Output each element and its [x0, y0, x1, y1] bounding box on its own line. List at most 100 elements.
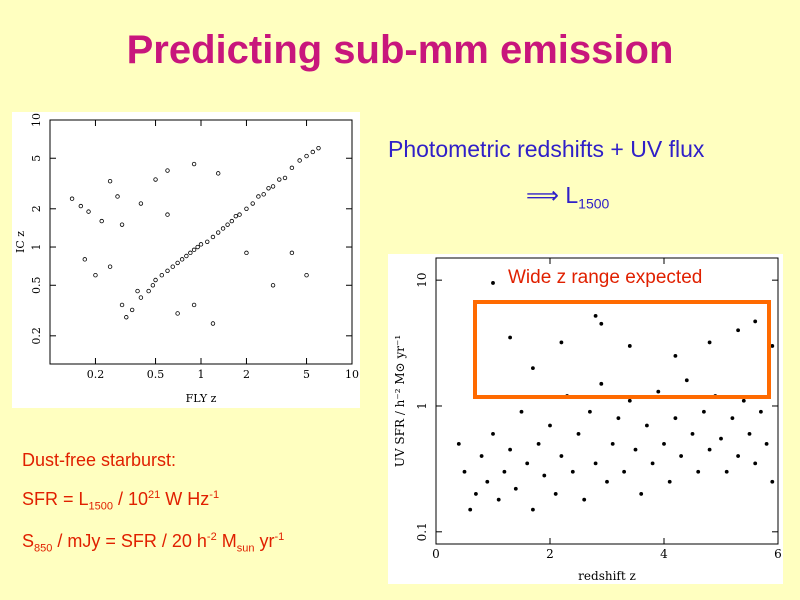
data-point	[304, 153, 309, 159]
x-tick-label: 0.2	[87, 368, 105, 381]
data-point	[179, 257, 185, 262]
data-point	[536, 441, 541, 446]
data-point	[210, 321, 216, 326]
data-point	[496, 497, 501, 502]
data-point	[479, 454, 484, 458]
x-tick-label: 5	[303, 368, 310, 381]
wide-z-range-label: Wide z range expected	[508, 267, 703, 288]
data-point	[673, 416, 678, 421]
data-point	[531, 366, 535, 371]
data-point	[491, 281, 495, 285]
data-point	[456, 441, 461, 446]
plot1-svg: 0.2 0.5 1 2 5 10 0.2 0.5 1 2 5 10 FLY z IC z	[14, 113, 359, 405]
data-point	[82, 257, 87, 262]
data-point	[69, 196, 75, 201]
data-point	[747, 431, 752, 436]
data-point	[198, 242, 204, 247]
data-point	[250, 201, 255, 206]
x-tick-label: 1	[198, 368, 205, 381]
data-point	[119, 222, 125, 227]
data-point	[650, 461, 655, 466]
data-point	[759, 409, 763, 414]
data-point	[195, 244, 200, 250]
dust-free-heading: Dust-free starburst:	[22, 450, 177, 470]
data-point	[225, 222, 230, 227]
data-point	[468, 507, 473, 512]
data-point	[645, 423, 649, 428]
x-tick-label: 10	[345, 368, 359, 381]
data-point	[462, 469, 467, 474]
x-tick-label: 4	[660, 547, 668, 561]
l-subscript: 1500	[578, 195, 610, 212]
data-point	[753, 461, 758, 466]
data-point	[191, 161, 197, 167]
data-point	[684, 378, 689, 383]
data-point	[216, 230, 221, 235]
data-point	[605, 479, 609, 484]
data-point	[599, 381, 604, 386]
data-point	[153, 177, 158, 182]
y-tick-label: 0.5	[30, 277, 43, 295]
data-point	[124, 315, 129, 320]
data-point	[673, 354, 678, 358]
data-point	[78, 203, 84, 209]
data-point	[576, 431, 581, 436]
implies-arrow: ⟹	[526, 182, 559, 208]
eq2-sup1: -2	[206, 531, 217, 543]
data-point	[719, 436, 723, 441]
data-point	[115, 194, 120, 199]
eq2-part-d: yr	[254, 531, 275, 551]
data-point	[616, 416, 621, 421]
data-point	[542, 473, 547, 478]
data-point	[188, 250, 193, 256]
data-point	[153, 277, 158, 283]
data-point	[170, 264, 175, 269]
data-point	[662, 441, 666, 446]
plot-frame	[49, 119, 353, 365]
data-point	[244, 206, 249, 211]
data-point	[310, 149, 315, 155]
data-point	[205, 239, 210, 244]
data-point	[297, 158, 302, 163]
data-point	[702, 409, 706, 414]
y-tick-label: 10	[415, 273, 429, 288]
data-point	[525, 461, 530, 466]
data-point	[266, 186, 271, 191]
data-point	[627, 398, 632, 403]
l1500-text: ⟹ L1500	[526, 182, 609, 212]
uv-sfr-vs-redshift-plot: 0 2 4 6 0.1 1 10 redshift z UV SFR / h⁻² M⊙ yr⁻¹	[388, 254, 783, 584]
data-point	[304, 273, 309, 278]
y-tick-label: 1	[30, 244, 43, 251]
data-point	[216, 171, 221, 176]
y-tick-label: 5	[30, 155, 43, 162]
l-symbol: L	[565, 182, 579, 208]
y-axis-label: IC z	[14, 231, 27, 253]
photometric-redshifts-text: Photometric redshifts + UV flux	[388, 136, 705, 162]
photometric-redshift-comparison-plot: 0.2 0.5 1 2 5 10 0.2 0.5 1 2 5 10 FLY z IC z	[12, 112, 360, 408]
data-point	[270, 184, 276, 189]
data-point	[548, 423, 552, 428]
data-point	[316, 145, 321, 151]
data-point	[191, 247, 197, 253]
data-point	[730, 416, 735, 421]
data-point	[175, 260, 180, 266]
eq2-part-c: M	[216, 531, 237, 551]
eq2-sub2: sun	[236, 542, 255, 555]
eq2-sup2: -1	[274, 531, 285, 543]
data-point	[667, 479, 672, 484]
data-point	[138, 201, 144, 206]
data-point	[622, 469, 626, 474]
data-point	[282, 175, 288, 181]
data-point	[233, 213, 238, 219]
data-point	[184, 253, 189, 259]
data-point	[119, 302, 125, 308]
data-point	[502, 469, 507, 474]
data-point	[508, 447, 512, 452]
data-point	[559, 454, 564, 458]
eq2-part-a: S	[22, 531, 35, 551]
y-tick-label: 0.1	[415, 522, 429, 541]
x-tick-label: 2	[243, 368, 250, 381]
eq1-part-a: SFR = L	[22, 489, 89, 509]
x-tick-label: 0.5	[147, 368, 165, 381]
data-point	[129, 307, 135, 313]
